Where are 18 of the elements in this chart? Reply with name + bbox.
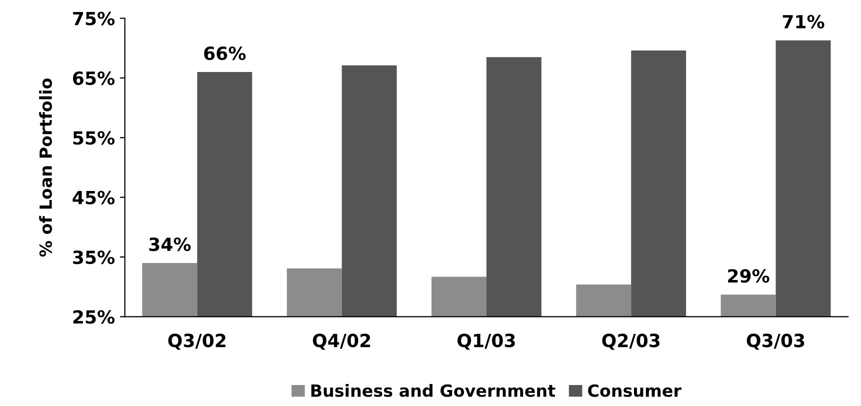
- x-tick-label: Q3/02: [168, 334, 226, 350]
- y-tick-label: 75%: [73, 12, 115, 26]
- data-label: 66%: [204, 46, 246, 60]
- legend-label: Consumer: [588, 384, 682, 397]
- y-tick-label: 45%: [72, 190, 115, 204]
- data-label: 34%: [149, 237, 191, 252]
- data-label: 71%: [782, 14, 824, 29]
- x-tick-label: Q4/02: [312, 334, 370, 350]
- x-tick-label: Q2/03: [602, 334, 660, 350]
- y-tick-label: 25%: [73, 310, 115, 324]
- x-tick-label: Q3/03: [746, 334, 804, 350]
- data-label: 29%: [728, 269, 770, 283]
- y-tick-label: 35%: [73, 250, 115, 264]
- y-tick-label: 55%: [73, 131, 115, 145]
- y-tick-label: 65%: [73, 71, 115, 86]
- x-tick-label: Q1/03: [458, 334, 515, 350]
- y-axis-title: % of Loan Portfolio: [39, 78, 52, 257]
- legend-label: Business and Government: [311, 384, 556, 397]
